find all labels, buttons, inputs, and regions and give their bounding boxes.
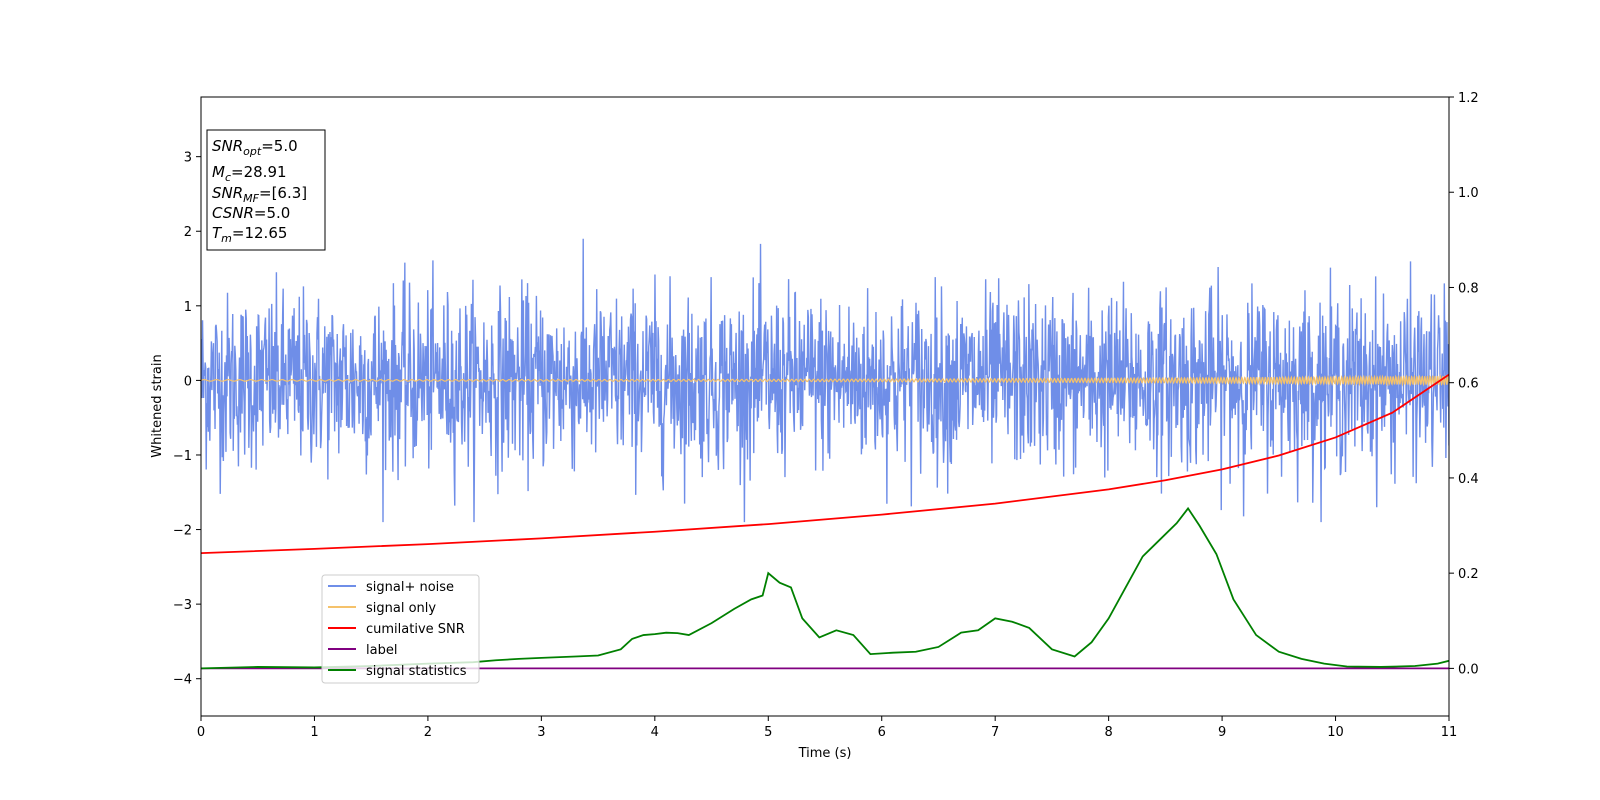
x-tick-label: 9 <box>1218 725 1226 740</box>
legend-label-signal-only: signal only <box>366 601 436 616</box>
info-box: SNRopt=5.0 Mc=28.91 SNRMF=[6.3] CSNR=5.0… <box>206 129 326 251</box>
x-tick-label: 3 <box>537 725 545 740</box>
x-tick-label: 10 <box>1327 725 1344 740</box>
y-right-tick-label: 0.8 <box>1458 281 1479 296</box>
snr-mf-annotation: SNRMF=[6.3] <box>212 184 307 205</box>
x-tick-label: 7 <box>991 725 999 740</box>
x-tick-label: 4 <box>651 725 659 740</box>
y-right-tick-label: 1.0 <box>1458 186 1479 201</box>
csnr-annotation: CSNR=5.0 <box>212 204 290 222</box>
y-right-tick-label: 1.2 <box>1458 91 1479 106</box>
legend-label-cumulative-snr: cumilative SNR <box>366 622 465 637</box>
axes-frame <box>200 96 1450 717</box>
series-signal-only-line <box>201 373 1449 387</box>
y-left-tick-label: 0 <box>184 374 192 389</box>
x-tick-label: 6 <box>878 725 886 740</box>
legend: signal+ noise signal only cumilative SNR… <box>321 574 480 684</box>
y-right-tick-label: 0.2 <box>1458 567 1479 582</box>
y-axis-label: Whitened strain <box>150 354 165 457</box>
legend-label-signal-statistics: signal statistics <box>366 664 467 679</box>
y-right-tick-label: 0.0 <box>1458 662 1479 677</box>
series-signal-statistics-line <box>201 506 1449 670</box>
x-tick-label: 1 <box>310 725 318 740</box>
y-left-tick-label: 1 <box>184 300 192 315</box>
x-axis-label: Time (s) <box>798 746 852 761</box>
legend-frame <box>321 574 480 684</box>
y-right-tick-label: 0.4 <box>1458 472 1479 487</box>
y-left-tick-label: −2 <box>173 524 192 539</box>
x-tick-label: 8 <box>1104 725 1112 740</box>
y-left-tick-label: −4 <box>173 673 192 688</box>
y-left-tick-label: 2 <box>184 225 192 240</box>
x-tick-label: 11 <box>1441 725 1458 740</box>
y-left-tick-label: −3 <box>173 598 192 613</box>
series-cumulative-snr-line <box>201 373 1449 555</box>
axes: 0 1 2 3 4 5 6 7 8 9 10 11 −4 −3 −2 −1 0 1 2 3 0.0 0.2 0.4 0.6 0.… <box>173 91 1479 740</box>
x-tick-label: 5 <box>764 725 772 740</box>
mc-annotation: Mc=28.91 <box>212 163 287 184</box>
legend-label-label: label <box>366 643 397 658</box>
x-tick-label: 2 <box>424 725 432 740</box>
y-left-tick-label: 3 <box>184 151 192 166</box>
snr-opt-annotation: SNRopt=5.0 <box>212 137 298 158</box>
y-left-tick-label: −1 <box>173 449 192 464</box>
info-box-frame <box>206 129 326 251</box>
x-tick-label: 0 <box>197 725 205 740</box>
y-right-tick-label: 0.6 <box>1458 377 1479 392</box>
series-signal-noise-line <box>201 238 1449 523</box>
tm-annotation: Tm=12.65 <box>212 224 287 245</box>
legend-label-signal-noise: signal+ noise <box>366 580 454 595</box>
